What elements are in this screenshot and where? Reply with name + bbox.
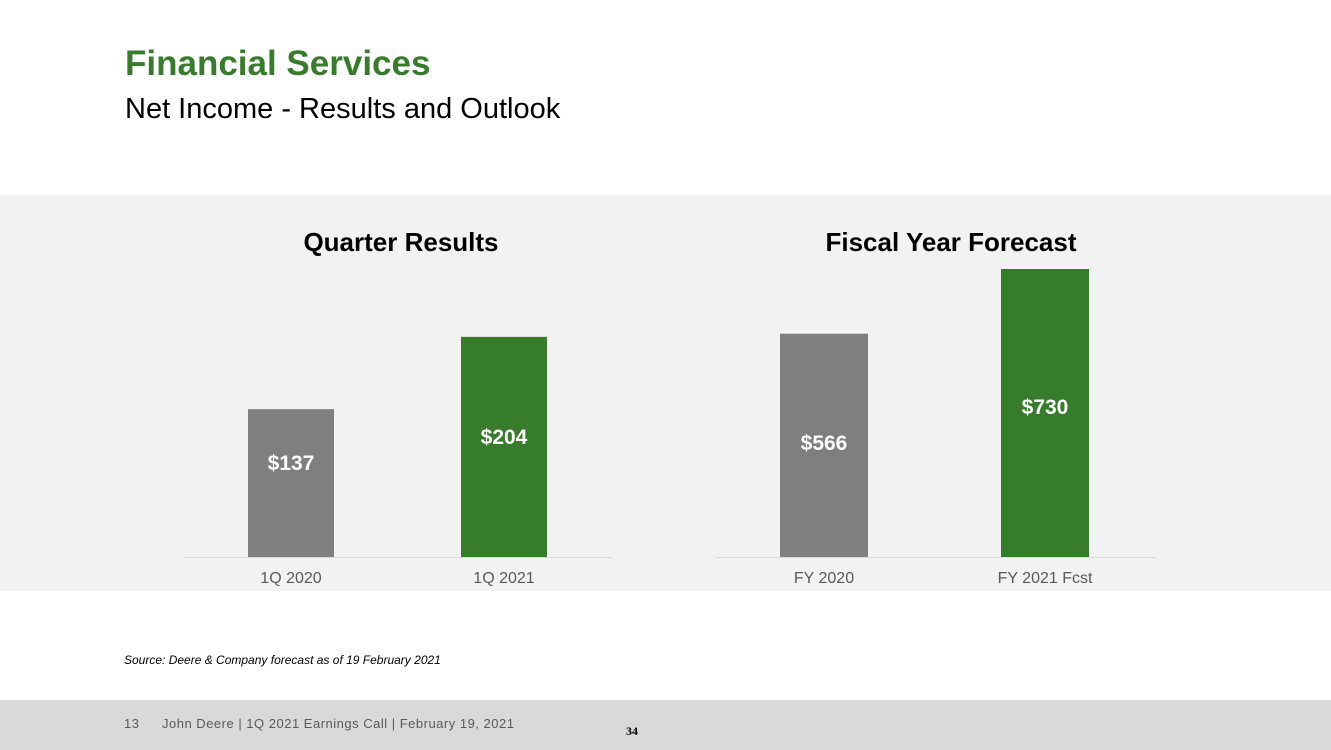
footer-slide-number: 13 [124,716,140,731]
chart-title: Quarter Results [303,227,498,257]
chart-title: Fiscal Year Forecast [825,227,1076,257]
bar [1001,269,1089,557]
tick-label: FY 2021 Fcst [998,570,1093,587]
footer-text: John Deere | 1Q 2021 Earnings Call | Feb… [162,716,515,731]
page-subtitle: Net Income - Results and Outlook [125,93,561,125]
charts-svg: Quarter Results $137 1Q 2020 $204 1Q 2021 Fis… [185,227,1156,587]
source-note: Source: Deere & Company forecast as of 1… [124,653,441,667]
tick-label: 1Q 2020 [260,570,321,587]
tick-label: FY 2020 [794,570,854,587]
bar [461,336,547,557]
chart-panel: Quarter Results $137 1Q 2020 $204 1Q 2021 Fis… [0,195,1331,591]
tick-label: 1Q 2021 [473,570,534,587]
bar [780,333,868,557]
data-label: $730 [1022,396,1069,419]
bar [248,409,334,557]
data-label: $204 [481,426,528,449]
data-label: $137 [268,452,315,475]
page-number: 34 [626,724,638,738]
footer-bar: 13 John Deere | 1Q 2021 Earnings Call | … [0,700,1331,750]
data-label: $566 [801,432,848,455]
page-title: Financial Services [125,44,431,83]
